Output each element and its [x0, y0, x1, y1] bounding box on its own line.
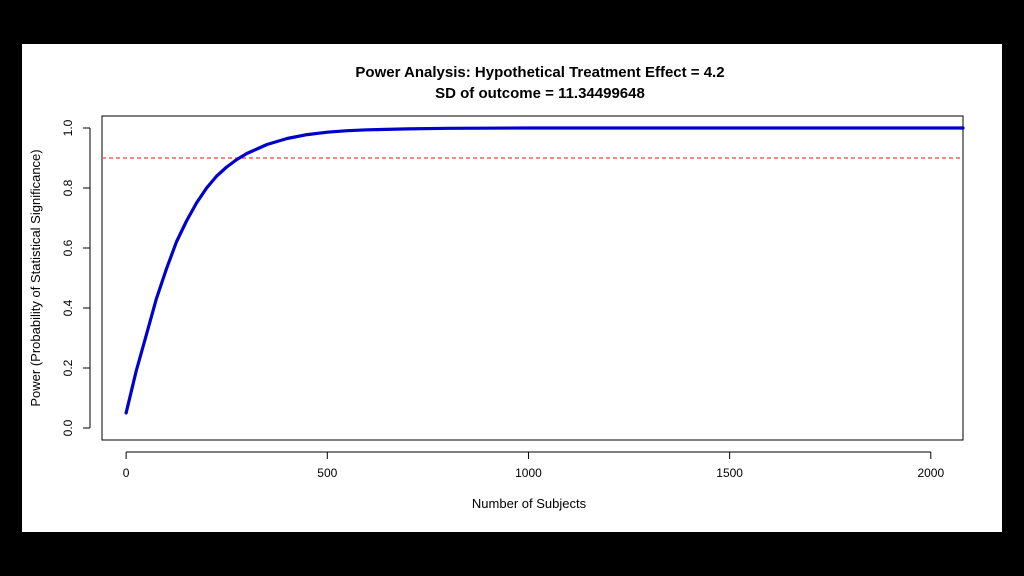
power-curve-line [124, 126, 965, 415]
power-analysis-chart: Power Analysis: Hypothetical Treatment E… [28, 64, 965, 511]
y-tick-label: 0.4 [61, 299, 75, 316]
chart-subtitle: SD of outcome = 11.34499648 [435, 85, 645, 102]
y-tick-label: 0.8 [61, 179, 75, 196]
y-axis-label: Power (Probability of Statistical Signif… [28, 149, 43, 406]
y-tick-label: 0.6 [61, 239, 75, 256]
x-tick-label: 2000 [917, 466, 944, 480]
x-axis: 0 500 1000 1500 2000 [123, 451, 944, 480]
y-tick-label: 0.0 [61, 419, 75, 436]
y-tick-label: 0.2 [61, 359, 75, 376]
chart-title: Power Analysis: Hypothetical Treatment E… [355, 64, 724, 81]
x-tick-label: 1500 [716, 466, 743, 480]
series-layer [124, 126, 965, 415]
y-axis: 0.0 0.2 0.4 0.6 0.8 1.0 [61, 119, 91, 436]
plot-area-border [101, 115, 964, 441]
x-tick-label: 500 [317, 466, 337, 480]
x-axis-label: Number of Subjects [472, 496, 587, 511]
plot-frame: Power Analysis: Hypothetical Treatment E… [22, 44, 1002, 532]
y-tick-label: 1.0 [61, 119, 75, 136]
x-tick-label: 0 [123, 466, 130, 480]
x-tick-label: 1000 [515, 466, 542, 480]
